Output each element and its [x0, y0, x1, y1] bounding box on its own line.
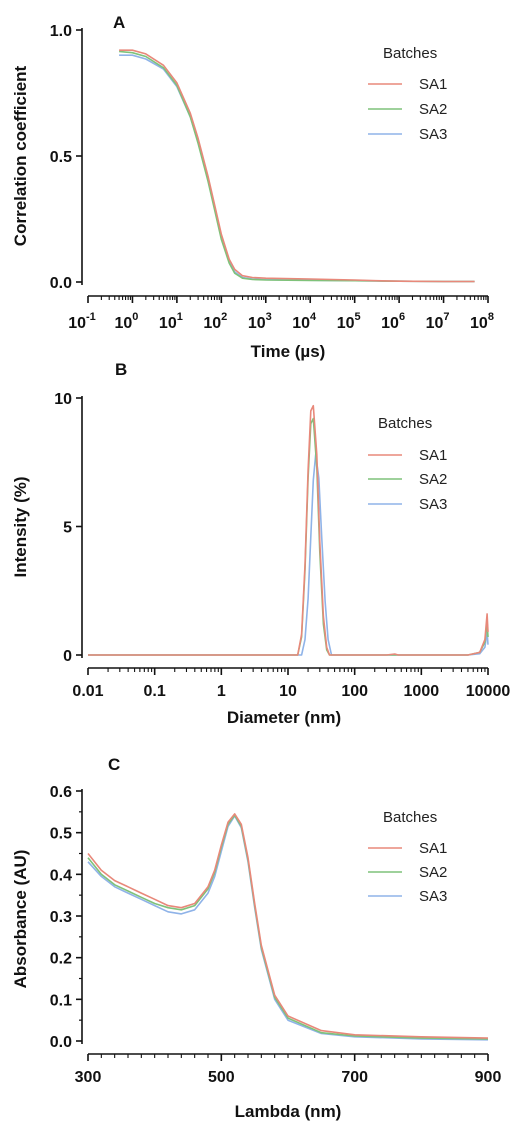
- y-tick-label-c: 0.3: [50, 909, 72, 926]
- y-tick-label-b: 0: [63, 648, 72, 665]
- y-tick-label-c: 0.4: [50, 867, 72, 884]
- y-tick-label-c: 0.5: [50, 826, 72, 843]
- x-tick-label-a: 108: [470, 311, 494, 332]
- x-tick-label-a: 102: [203, 311, 227, 332]
- panel-label-c: C: [108, 755, 120, 774]
- x-tick-label-b: 0.01: [72, 683, 103, 700]
- series-line-sa3-c: [87, 815, 489, 1041]
- y-tick-label-a: 0.5: [50, 149, 72, 166]
- legend-a: Batches SA1 SA2 SA3: [368, 45, 447, 143]
- y-tick-label-c: 0.6: [50, 784, 72, 801]
- axes-b: 0 5 10 0.01 0.1 1 10 100 1000 10000: [54, 391, 510, 700]
- y-tick-label-a: 0.0: [50, 275, 72, 292]
- legend-title-b: Batches: [378, 415, 432, 432]
- axes-a: 0.0 0.5 1.0 10-1 100 101 102 103 104 105 106 107 108: [50, 23, 494, 332]
- x-tick-label-a: 105: [337, 311, 361, 332]
- panel-a: A Correlation coefficient Time (µs) 0.00…: [11, 13, 494, 361]
- x-tick-label-c: 900: [475, 1069, 502, 1086]
- x-tick-label-c: 700: [341, 1069, 368, 1086]
- y-tick-label-b: 5: [63, 520, 72, 537]
- x-tick-label-a: 106: [381, 311, 405, 332]
- y-tick-label-b: 10: [54, 391, 72, 408]
- series-line-sa1-c: [87, 813, 489, 1039]
- x-axis-title-b: Diameter (nm): [227, 708, 341, 727]
- x-tick-label-b: 10: [279, 683, 297, 700]
- x-tick-label-a: 103: [248, 311, 272, 332]
- legend-title-c: Batches: [383, 809, 437, 826]
- legend-label-sa3-a: SA3: [419, 126, 447, 143]
- x-tick-label-a: 107: [426, 311, 450, 332]
- x-tick-label-a: 104: [292, 311, 317, 332]
- y-axis-title-b: Intensity (%): [11, 476, 30, 577]
- x-tick-label-b: 10000: [466, 683, 511, 700]
- x-tick-label-b: 1: [217, 683, 226, 700]
- series-group-b: [88, 404, 489, 656]
- legend-b: Batches SA1 SA2 SA3: [368, 415, 447, 513]
- legend-title-a: Batches: [383, 45, 437, 62]
- y-axis-title-a: Correlation coefficient: [11, 65, 30, 246]
- x-tick-label-b: 1000: [404, 683, 440, 700]
- axes-c: 0.0 0.1 0.2 0.3 0.4 0.5 0.6 300 500 700 900: [50, 784, 502, 1086]
- x-axis-title-a: Time (µs): [251, 342, 326, 361]
- y-tick-label-c: 0.0: [50, 1034, 72, 1051]
- x-tick-label-b: 0.1: [144, 683, 166, 700]
- series-group-a: [119, 49, 475, 283]
- x-tick-label-b: 100: [341, 683, 368, 700]
- legend-label-sa2-c: SA2: [419, 864, 447, 881]
- legend-label-sa2-a: SA2: [419, 101, 447, 118]
- series-line-sa3-b: [88, 453, 489, 656]
- panel-c: C Absorbance (AU) Lambda (nm) 0.00.10.20…: [11, 755, 501, 1121]
- x-tick-label-a: 101: [159, 311, 183, 332]
- panel-label-a: A: [113, 13, 125, 32]
- legend-label-sa1-c: SA1: [419, 840, 447, 857]
- series-line-sa1-a: [119, 49, 475, 283]
- legend-label-sa3-b: SA3: [419, 496, 447, 513]
- legend-label-sa1-a: SA1: [419, 76, 447, 93]
- y-tick-label-a: 1.0: [50, 23, 72, 40]
- y-tick-label-c: 0.1: [50, 992, 72, 1009]
- series-group-c: [87, 813, 489, 1041]
- legend-label-sa1-b: SA1: [419, 447, 447, 464]
- panel-b: B Intensity (%) Diameter (nm) 0 5 10 0.01 0.…: [11, 360, 510, 727]
- x-tick-label-c: 300: [75, 1069, 102, 1086]
- x-tick-label-a: 10-1: [68, 311, 96, 332]
- y-tick-label-c: 0.2: [50, 951, 72, 968]
- series-line-sa1-b: [88, 404, 489, 656]
- x-tick-label-c: 500: [208, 1069, 235, 1086]
- legend-c: Batches SA1 SA2 SA3: [368, 809, 447, 905]
- legend-label-sa3-c: SA3: [419, 888, 447, 905]
- y-axis-title-c: Absorbance (AU): [11, 850, 30, 989]
- x-axis-title-c: Lambda (nm): [235, 1102, 342, 1121]
- panel-label-b: B: [115, 360, 127, 379]
- legend-label-sa2-b: SA2: [419, 471, 447, 488]
- x-tick-label-a: 100: [114, 311, 138, 332]
